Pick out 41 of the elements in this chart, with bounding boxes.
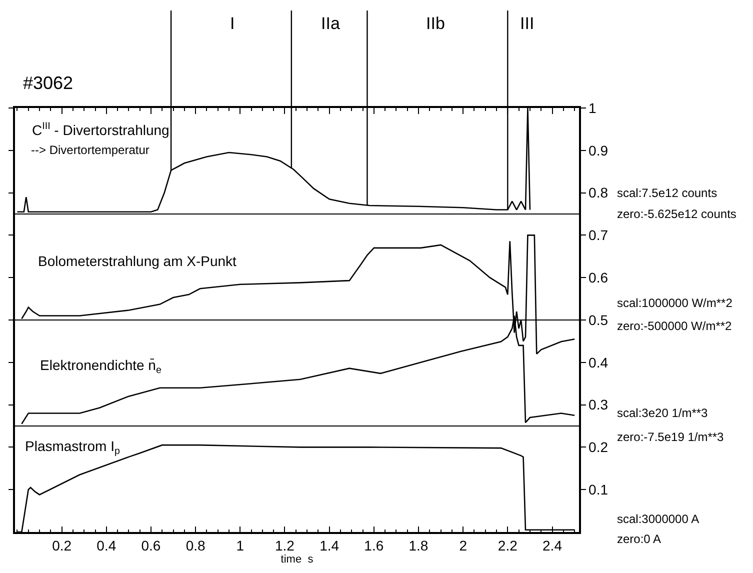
text: C$^{III}$ - Divertorstrahlung (32, 121, 170, 138)
text: scal:1000000 W/m**2 (617, 296, 733, 310)
text: scal:7.5e12 counts (617, 186, 718, 200)
x-tick-label: 0.8 (186, 538, 206, 554)
y-tick-label: 0.9 (588, 142, 608, 158)
x-tick-label: 2.4 (542, 538, 562, 554)
y-tick-label: 0.6 (588, 270, 608, 286)
text: IIa (321, 14, 340, 33)
x-tick-label: 0.6 (141, 538, 161, 554)
x-tick-label: 0.4 (96, 538, 116, 554)
text: zero:0 A (617, 532, 662, 546)
text: zero:-5.625e12 counts (617, 207, 736, 221)
x-tick-label: 1 (236, 538, 244, 554)
series-label: Bolometerstrahlung am X-Punkt (38, 253, 237, 269)
x-tick-label: 1.6 (364, 538, 384, 554)
annotation: --> Divertortemperatur (31, 143, 150, 157)
text: I (230, 14, 235, 33)
x-tick-label: 0.2 (52, 538, 72, 554)
text: zero:-500000 W/m**2 (617, 319, 732, 333)
text: IIb (426, 14, 445, 33)
y-tick-label: 0.5 (588, 312, 608, 328)
text: #3062 (23, 73, 74, 93)
text: scal:3e20 1/m**3 (617, 406, 708, 420)
x-axis-title: time s (280, 554, 314, 566)
legend-label: Plasmastrom I$_{p}$ (25, 438, 120, 457)
legend-label: Elektronendichte n̄$_{e}$ (40, 357, 162, 376)
y-tick-label: 0.3 (588, 396, 608, 413)
x-tick-label: 2.2 (498, 538, 518, 554)
x-tick-label: 2 (459, 538, 468, 554)
y-tick-label: 0.4 (588, 354, 608, 370)
y-tick-label: 1 (588, 100, 597, 116)
text: zero:-7.5e19 1/m**3 (617, 430, 724, 444)
x-tick-label: 1.4 (320, 538, 340, 554)
x-tick-label: 1.2 (275, 538, 295, 554)
x-tick-label: 1.8 (408, 538, 428, 554)
text: III (520, 14, 534, 33)
y-tick-label: 0.1 (588, 482, 608, 498)
y-tick-label: 0.7 (588, 227, 608, 244)
y-tick-label: 0.8 (588, 184, 608, 201)
text: scal:3000000 A (617, 512, 700, 526)
y-tick-label: 0.2 (588, 439, 608, 456)
